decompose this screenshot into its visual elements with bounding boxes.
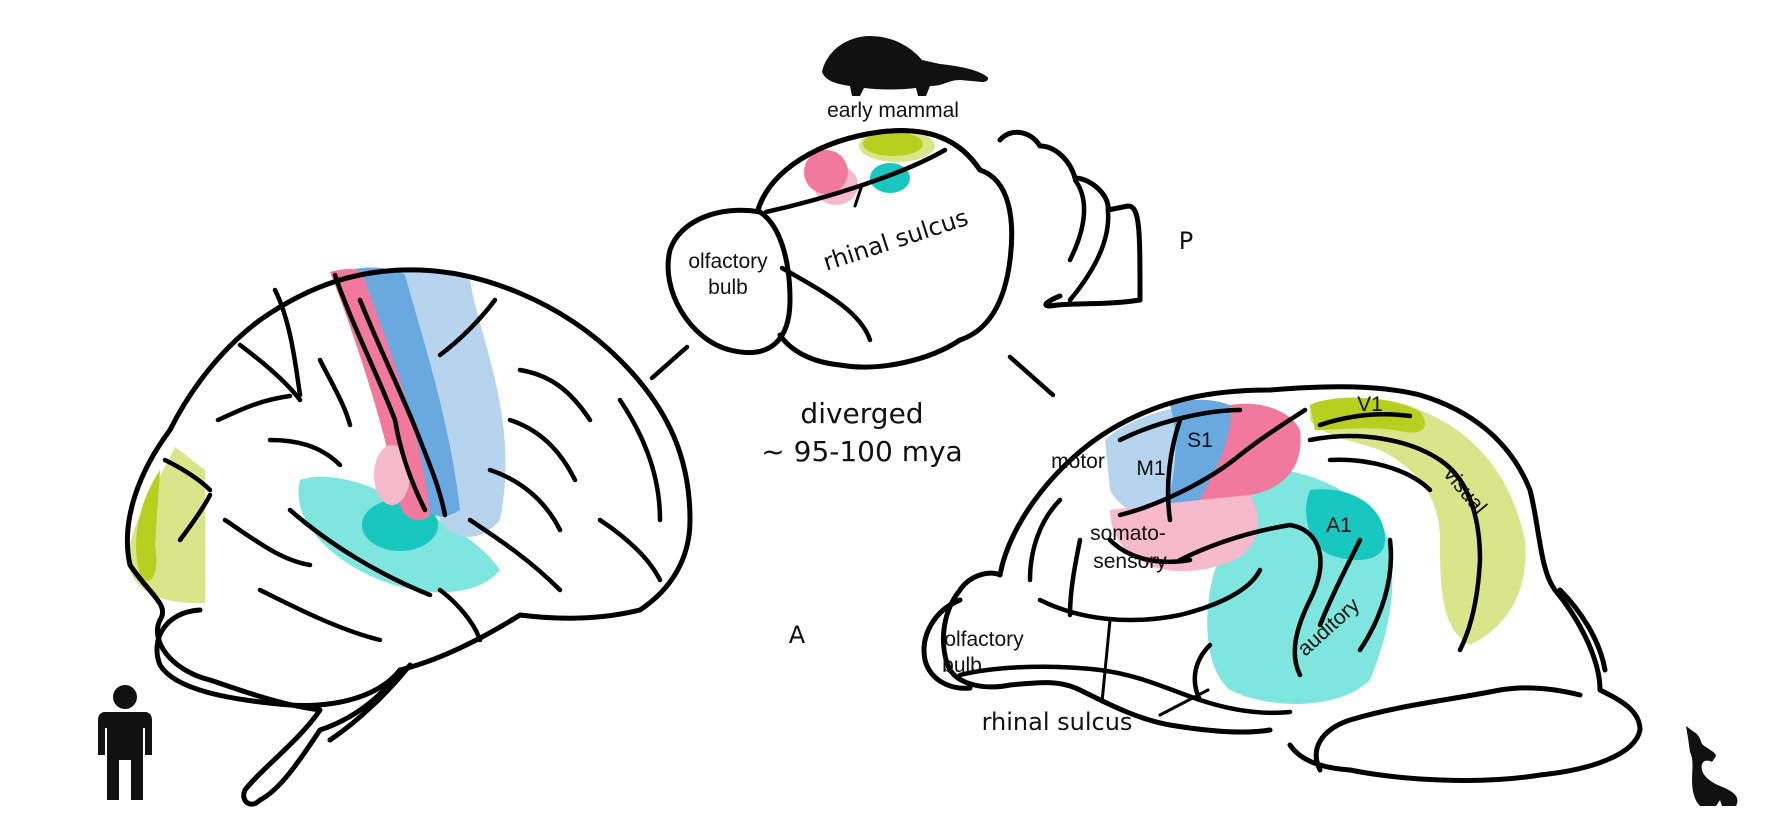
- m1-label: M1: [1136, 457, 1165, 480]
- rhinal-sulcus-dog-label: rhinal sulcus: [982, 708, 1133, 736]
- s1-label: S1: [1187, 429, 1213, 452]
- somato-label-line1: somato-: [1090, 522, 1166, 545]
- rhinal-sulcus-top-label: rhinal sulcus: [820, 203, 972, 276]
- dog-silhouette-icon: [1686, 726, 1738, 806]
- connector-left: [649, 344, 690, 381]
- posterior-label: P: [1179, 227, 1193, 255]
- olfactory-bulb-top-label-line2: bulb: [708, 276, 748, 299]
- olfactory-bulb-dog-label-line1: olfactory: [944, 628, 1024, 651]
- anterior-label: A: [789, 621, 806, 649]
- diverged-label-line2: ~ 95-100 mya: [761, 435, 962, 468]
- olfactory-bulb-top-label-line1: olfactory: [688, 250, 768, 273]
- olfactory-bulb-dog-label-line2: bulb: [942, 654, 982, 677]
- early-mammal-label: early mammal: [827, 99, 959, 122]
- connector-right: [1007, 354, 1056, 398]
- somato-label-line2: sensory: [1093, 550, 1167, 573]
- v1-label: V1: [1357, 393, 1383, 416]
- dog-somato-secondary: [1110, 495, 1259, 572]
- dog-brain: [921, 384, 1643, 783]
- early-mammal-brain: [665, 128, 1143, 370]
- a1-label: A1: [1326, 514, 1352, 537]
- motor-label: motor: [1051, 450, 1105, 473]
- dog-visual-area: [1310, 398, 1526, 645]
- human-motor-primary: [350, 267, 460, 517]
- human-brain: [124, 267, 693, 807]
- early-mammal-silhouette-icon: [822, 36, 989, 96]
- human-silhouette-icon: [98, 685, 152, 800]
- diverged-label-line1: diverged: [800, 397, 923, 430]
